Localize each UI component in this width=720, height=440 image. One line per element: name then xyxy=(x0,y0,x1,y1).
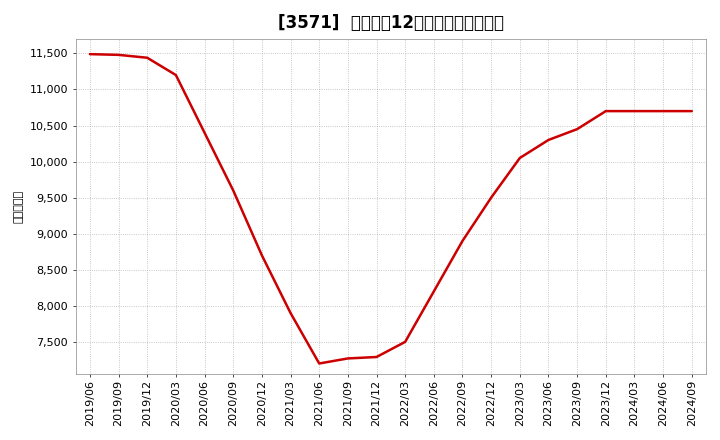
Title: [3571]  売上高の12か月移動合計の推移: [3571] 売上高の12か月移動合計の推移 xyxy=(278,14,504,32)
Y-axis label: （百万円）: （百万円） xyxy=(14,190,24,223)
